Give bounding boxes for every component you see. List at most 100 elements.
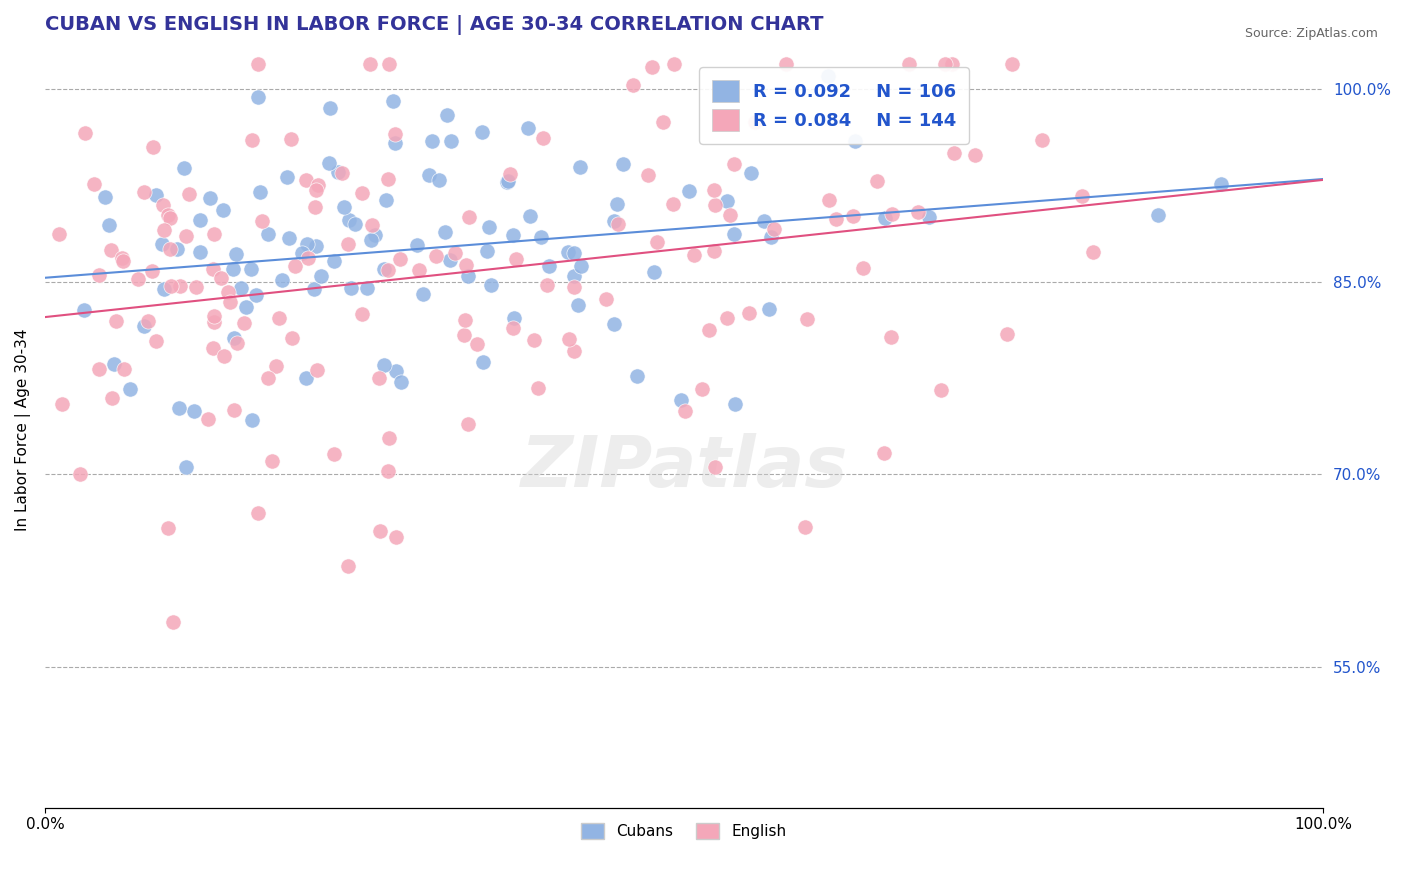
Point: [458, 211, 481, 225]
Point: [690, 382, 713, 396]
Point: [457, 417, 479, 431]
Point: [150, 237, 173, 252]
Point: [880, 330, 903, 344]
Point: [562, 246, 585, 260]
Point: [373, 358, 395, 372]
Point: [159, 211, 181, 226]
Point: [651, 115, 673, 129]
Point: [453, 328, 475, 343]
Point: [112, 361, 135, 376]
Point: [127, 272, 149, 286]
Point: [101, 391, 124, 405]
Point: [188, 213, 211, 227]
Legend: Cubans, English: Cubans, English: [575, 817, 793, 846]
Point: [202, 261, 225, 276]
Point: [703, 183, 725, 197]
Point: [202, 227, 225, 242]
Point: [319, 101, 342, 115]
Point: [176, 460, 198, 475]
Point: [245, 287, 267, 301]
Point: [166, 242, 188, 256]
Point: [852, 260, 875, 275]
Point: [382, 95, 405, 109]
Point: [866, 174, 889, 188]
Point: [377, 263, 399, 277]
Point: [202, 315, 225, 329]
Point: [247, 506, 270, 520]
Point: [562, 280, 585, 294]
Point: [225, 247, 247, 261]
Point: [425, 249, 447, 263]
Point: [943, 145, 966, 160]
Point: [603, 317, 626, 331]
Point: [157, 208, 180, 222]
Point: [723, 397, 745, 411]
Point: [384, 128, 406, 142]
Point: [304, 183, 326, 197]
Point: [384, 136, 406, 150]
Point: [496, 174, 519, 188]
Point: [260, 454, 283, 468]
Point: [100, 243, 122, 257]
Point: [454, 258, 477, 272]
Point: [219, 294, 242, 309]
Point: [517, 121, 540, 136]
Point: [350, 307, 373, 321]
Point: [662, 56, 685, 70]
Text: Source: ZipAtlas.com: Source: ZipAtlas.com: [1244, 27, 1378, 40]
Point: [276, 169, 298, 184]
Point: [118, 382, 141, 396]
Point: [48, 227, 70, 242]
Point: [738, 306, 761, 320]
Point: [98, 218, 121, 232]
Point: [333, 200, 356, 214]
Point: [373, 262, 395, 277]
Point: [318, 156, 340, 170]
Point: [217, 285, 239, 299]
Point: [134, 318, 156, 333]
Point: [436, 108, 458, 122]
Point: [519, 209, 541, 223]
Point: [212, 349, 235, 363]
Point: [188, 244, 211, 259]
Point: [385, 364, 408, 378]
Point: [156, 520, 179, 534]
Point: [723, 157, 745, 171]
Point: [465, 337, 488, 351]
Point: [336, 237, 359, 252]
Point: [557, 244, 579, 259]
Point: [841, 210, 863, 224]
Point: [567, 298, 589, 312]
Point: [153, 282, 176, 296]
Point: [418, 168, 440, 182]
Point: [103, 357, 125, 371]
Point: [352, 186, 374, 201]
Point: [716, 310, 738, 325]
Point: [360, 233, 382, 247]
Point: [408, 263, 430, 277]
Point: [330, 166, 353, 180]
Point: [337, 212, 360, 227]
Point: [159, 242, 181, 256]
Point: [250, 214, 273, 228]
Point: [1211, 178, 1233, 192]
Point: [375, 193, 398, 207]
Point: [209, 270, 232, 285]
Point: [264, 359, 287, 373]
Point: [202, 310, 225, 324]
Point: [1031, 133, 1053, 147]
Point: [499, 167, 522, 181]
Point: [433, 225, 456, 239]
Point: [377, 172, 399, 186]
Point: [503, 310, 526, 325]
Point: [530, 230, 553, 244]
Point: [703, 244, 725, 258]
Point: [1147, 208, 1170, 222]
Point: [637, 169, 659, 183]
Point: [626, 369, 648, 384]
Point: [704, 198, 727, 212]
Point: [256, 227, 278, 241]
Point: [479, 277, 502, 292]
Point: [322, 253, 344, 268]
Point: [678, 184, 700, 198]
